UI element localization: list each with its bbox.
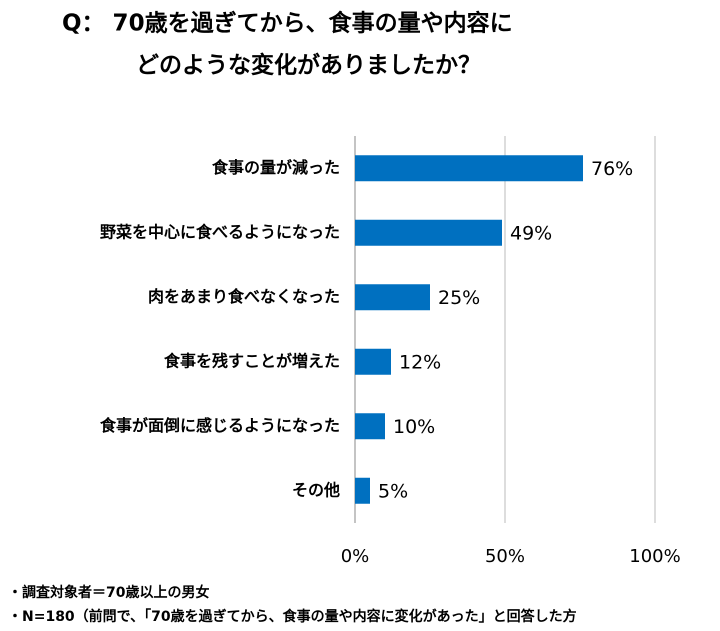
x-tick-label: 50% — [485, 546, 525, 567]
value-label: 5% — [378, 480, 408, 502]
chart-title: どのような変化がありましたか？ — [136, 52, 481, 79]
footnote: ・調査対象者＝70歳以上の男女 — [8, 584, 209, 601]
category-label: 食事を残すことが増えた — [163, 351, 340, 370]
value-label: 10% — [393, 416, 435, 438]
category-label: その他 — [292, 480, 340, 499]
value-label: 12% — [399, 351, 441, 373]
category-label: 野菜を中心に食べるようになった — [100, 222, 340, 241]
category-label: 食事の量が減った — [211, 158, 340, 177]
category-label: 食事が面倒に感じるようになった — [99, 416, 340, 435]
x-tick-label: 0% — [341, 546, 370, 567]
bar — [355, 348, 391, 375]
bar — [355, 413, 385, 440]
bar — [355, 219, 502, 246]
value-label: 76% — [591, 158, 633, 180]
x-tick-label: 100% — [629, 546, 680, 567]
footnote: ・N=180（前問で、「70歳を過ぎてから、食事の量や内容に変化があった」と回答… — [8, 608, 577, 625]
value-label: 49% — [510, 222, 552, 244]
bar — [355, 284, 430, 311]
value-label: 25% — [438, 287, 480, 309]
category-label: 肉をあまり食べなくなった — [148, 287, 340, 306]
bar — [355, 155, 583, 182]
chart-title: Q： 70歳を過ぎてから、食事の量や内容に — [62, 10, 513, 37]
bar — [355, 477, 370, 504]
